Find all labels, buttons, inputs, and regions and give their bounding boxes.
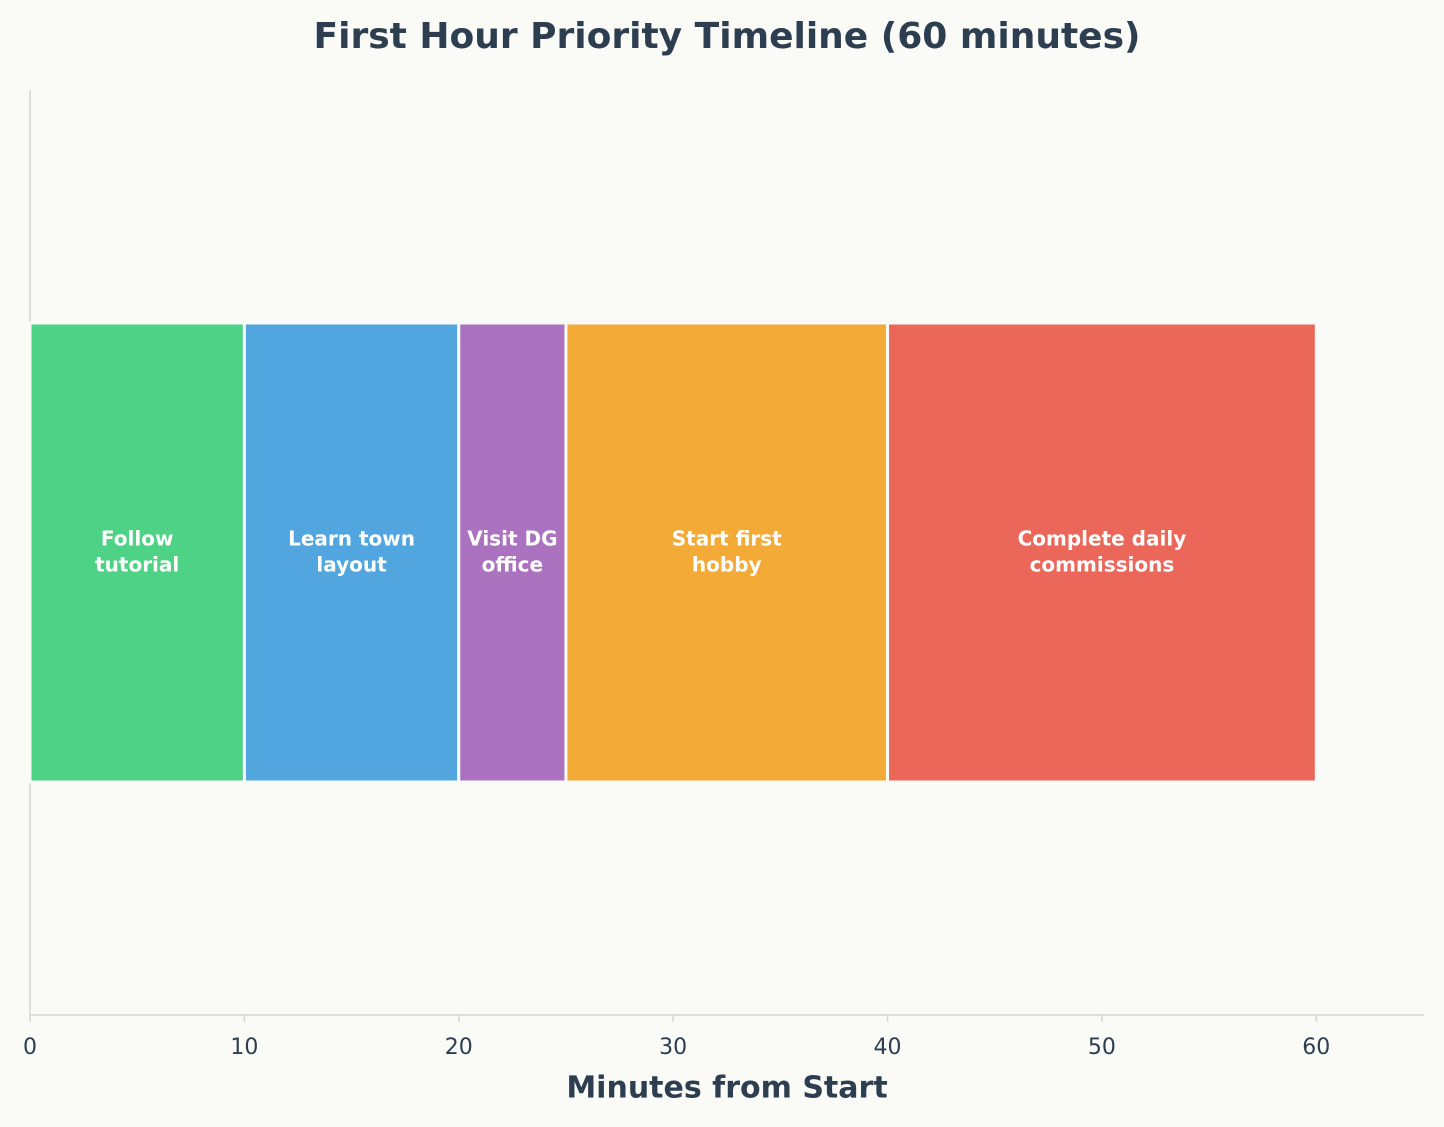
segment-label: Visit DG office xyxy=(467,526,557,576)
x-tick-label: 20 xyxy=(445,1035,473,1060)
chart-title: First Hour Priority Timeline (60 minutes… xyxy=(314,16,1141,57)
timeline-segment xyxy=(457,321,568,784)
x-tick-label: 40 xyxy=(874,1035,902,1060)
x-tick-label: 60 xyxy=(1302,1035,1330,1060)
timeline-segment xyxy=(886,321,1318,784)
x-tick-label: 50 xyxy=(1088,1035,1116,1060)
segment-label: Follow tutorial xyxy=(95,526,179,576)
x-tick-label: 30 xyxy=(659,1035,687,1060)
x-tick-label: 0 xyxy=(23,1035,37,1060)
segment-label: Complete daily commissions xyxy=(1018,526,1187,576)
timeline-segment xyxy=(28,321,246,784)
segment-label: Start first hobby xyxy=(672,526,782,576)
timeline-segment xyxy=(564,321,890,784)
x-axis-label: Minutes from Start xyxy=(566,1071,887,1106)
segment-label: Learn town layout xyxy=(288,526,415,576)
timeline-segment xyxy=(242,321,461,784)
x-tick-label: 10 xyxy=(230,1035,258,1060)
